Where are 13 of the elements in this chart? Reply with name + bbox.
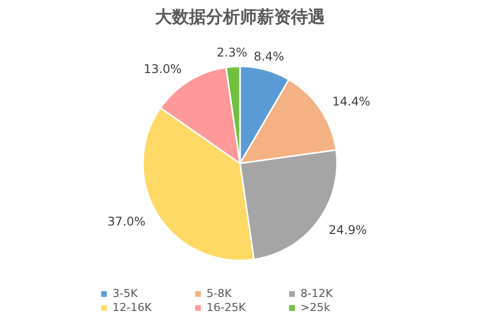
data-label: 13.0% [144,62,182,76]
data-label: 24.9% [328,223,367,238]
data-label: 8.4% [254,49,284,64]
legend-label: 12-16K [112,300,153,314]
legend-label: 8-12K [300,286,334,300]
legend-label: >25k [300,300,332,314]
chart-title: 大数据分析师薪资待遇 [155,8,325,28]
legend-label: 3-5K [112,286,139,300]
legend-label: 16-25K [206,300,247,314]
data-label: 2.3% [216,46,248,60]
data-label: 37.0% [107,214,146,229]
data-label: 14.4% [332,94,370,109]
legend-label: 5-8K [206,286,233,300]
